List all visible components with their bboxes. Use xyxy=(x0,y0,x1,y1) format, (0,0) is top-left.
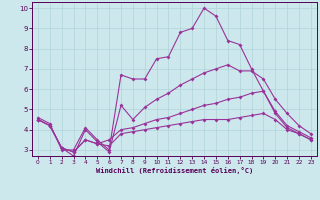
X-axis label: Windchill (Refroidissement éolien,°C): Windchill (Refroidissement éolien,°C) xyxy=(96,167,253,174)
